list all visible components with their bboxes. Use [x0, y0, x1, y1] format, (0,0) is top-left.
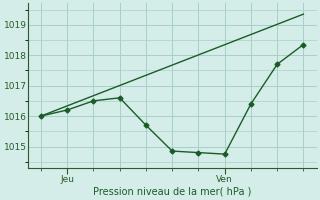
X-axis label: Pression niveau de la mer( hPa ): Pression niveau de la mer( hPa ) [93, 187, 252, 197]
